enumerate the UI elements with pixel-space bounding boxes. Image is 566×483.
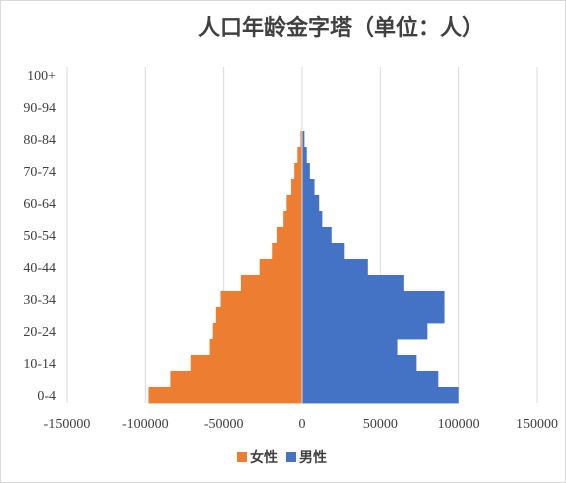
- male-bar-0-4: [302, 387, 459, 404]
- legend: 女性 男性: [237, 449, 327, 466]
- male-bar-65-69: [302, 179, 315, 196]
- y-tick-label: 0-4: [37, 389, 56, 404]
- female-bar-25-29: [215, 307, 302, 324]
- y-tick-label: 70-74: [23, 165, 56, 180]
- x-tick-label: 150000: [516, 417, 558, 432]
- male-bar-5-9: [302, 371, 439, 388]
- x-tick-label: 100000: [438, 417, 480, 432]
- chart-title: 人口年龄金字塔（单位：人）: [198, 15, 484, 41]
- female-bar-60-64: [286, 195, 302, 212]
- male-bar-40-44: [302, 259, 368, 276]
- male-bar-70-74: [302, 163, 310, 180]
- bars: [148, 131, 459, 404]
- legend-label: 男性: [299, 449, 327, 466]
- x-tick-label: -100000: [122, 417, 169, 432]
- y-tick-label: 100+: [27, 69, 56, 84]
- male-bar-15-19: [302, 339, 398, 356]
- female-bar-35-39: [240, 275, 302, 292]
- x-tick-label: -150000: [44, 417, 91, 432]
- male-bar-55-59: [302, 211, 323, 228]
- male-bar-45-49: [302, 243, 345, 260]
- x-axis-tick-labels: -150000 -100000 -50000 0 50000 100000 150000: [44, 417, 558, 432]
- female-bar-65-69: [291, 179, 302, 196]
- female-bar-30-34: [220, 291, 302, 308]
- male-bar-60-64: [302, 195, 320, 212]
- y-axis-tick-labels: 0-4 10-14 20-24 30-34 40-44 50-54 60-64 70-74 80…: [23, 69, 56, 404]
- y-tick-label: 10-14: [23, 357, 56, 372]
- x-tick-label: -50000: [204, 417, 244, 432]
- y-tick-label: 20-24: [23, 325, 56, 340]
- female-bar-75-79: [297, 147, 302, 164]
- male-bar-80-84: [302, 131, 305, 148]
- female-bar-5-9: [170, 371, 302, 388]
- axis-lines: [66, 67, 303, 403]
- male-bar-25-29: [302, 307, 445, 324]
- y-tick-label: 50-54: [23, 229, 56, 244]
- female-bar-80-84: [300, 131, 302, 148]
- male-bar-75-79: [302, 147, 307, 164]
- legend-swatch: [237, 452, 247, 462]
- female-bar-20-24: [212, 323, 302, 340]
- legend-label: 女性: [250, 449, 278, 466]
- male-bar-30-34: [302, 291, 445, 308]
- y-tick-label: 80-84: [23, 133, 56, 148]
- x-tick-label: 50000: [363, 417, 398, 432]
- male-bar-50-54: [302, 227, 332, 244]
- female-bar-15-19: [209, 339, 302, 356]
- female-bar-10-14: [190, 355, 302, 372]
- male-bar-10-14: [302, 355, 417, 372]
- y-tick-label: 30-34: [23, 293, 56, 308]
- female-bar-45-49: [272, 243, 302, 260]
- female-bar-50-54: [276, 227, 302, 244]
- legend-swatch: [286, 452, 296, 462]
- female-bar-55-59: [283, 211, 302, 228]
- y-tick-label: 60-64: [23, 197, 56, 212]
- female-bar-40-44: [259, 259, 302, 276]
- female-bar-0-4: [148, 387, 302, 404]
- x-tick-label: 0: [299, 417, 306, 432]
- male-bar-35-39: [302, 275, 404, 292]
- male-bar-20-24: [302, 323, 428, 340]
- y-tick-label: 40-44: [23, 261, 56, 276]
- female-bar-70-74: [294, 163, 302, 180]
- y-tick-label: 90-94: [23, 101, 56, 116]
